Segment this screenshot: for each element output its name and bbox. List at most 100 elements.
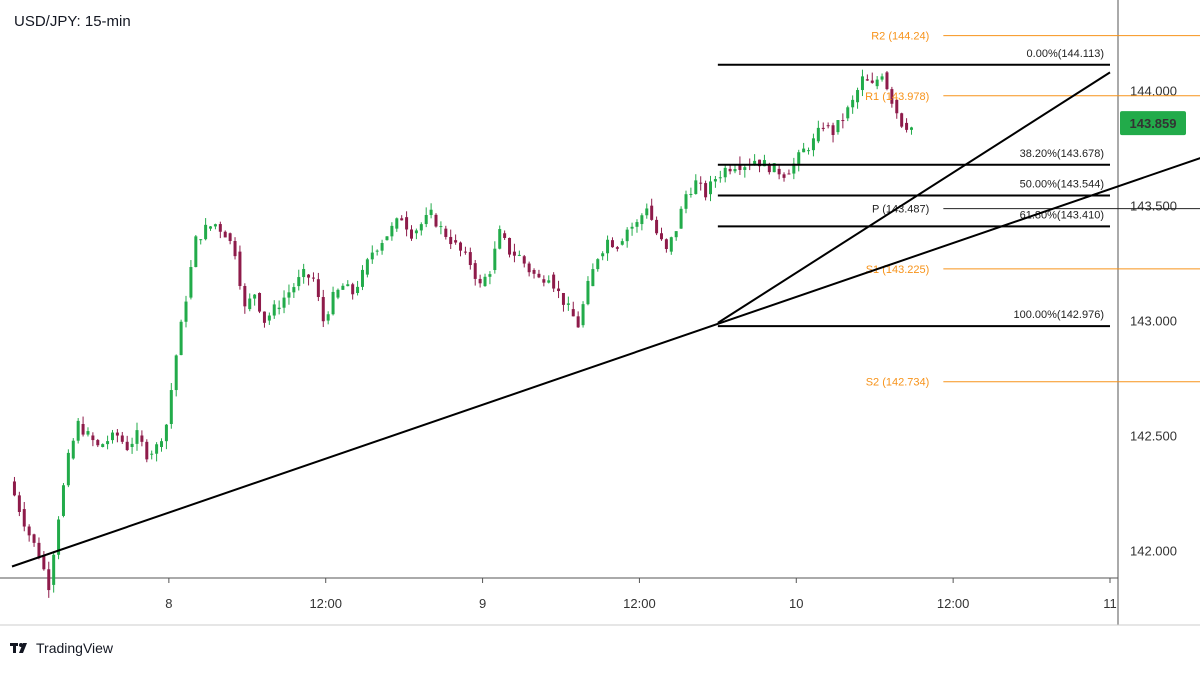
candle-body: [782, 174, 786, 178]
candle-body: [150, 453, 154, 455]
candle-body: [468, 252, 472, 266]
candle-body: [12, 481, 16, 496]
candle-body: [885, 72, 889, 90]
candle-body: [841, 120, 845, 122]
fib-level-label: 38.20%(143.678): [1020, 148, 1104, 160]
candle-body: [346, 284, 350, 287]
candle-body: [262, 311, 266, 323]
y-tick-label: 142.000: [1130, 543, 1177, 558]
candle-body: [179, 321, 183, 356]
pivot-label: R1 (143.978): [865, 91, 929, 103]
x-tick-label: 11: [1103, 596, 1117, 611]
candle-body: [238, 251, 242, 287]
candle-body: [591, 269, 595, 287]
candle-body: [571, 309, 575, 317]
candle-body: [694, 180, 698, 194]
candle-body: [875, 79, 879, 87]
candle-body: [17, 495, 21, 512]
candle-body: [762, 160, 766, 167]
candle-body: [802, 148, 806, 153]
candle-body: [709, 181, 713, 195]
candle-body: [615, 247, 619, 249]
candle-body: [851, 99, 855, 108]
candle-body: [449, 236, 453, 245]
candle-body: [532, 270, 536, 274]
candle-body: [895, 99, 899, 114]
candle-body: [856, 90, 860, 103]
candle-body: [184, 301, 188, 322]
candle-body: [826, 125, 830, 127]
candle-body: [753, 160, 757, 165]
current-price-label: 143.859: [1130, 116, 1177, 131]
x-tick-label: 10: [789, 596, 803, 611]
candle-body: [557, 288, 561, 292]
candle-body: [370, 252, 374, 260]
candle-body: [831, 125, 835, 135]
candle-body: [297, 277, 301, 287]
x-tick-label: 12:00: [937, 596, 970, 611]
candle-body: [478, 278, 482, 284]
candle-body: [816, 127, 820, 142]
candle-body: [655, 219, 659, 234]
candle-body: [52, 554, 56, 585]
candle-body: [713, 179, 717, 182]
candle-body: [414, 230, 418, 234]
candle-body: [596, 259, 600, 270]
candle-body: [331, 291, 335, 315]
candle-body: [360, 269, 364, 287]
candle-body: [164, 424, 168, 442]
candle-body: [213, 224, 217, 227]
candle-body: [797, 152, 801, 165]
pivot-label: P (143.487): [872, 204, 929, 216]
chart-title: USD/JPY: 15-min: [14, 13, 131, 30]
candle-body: [650, 205, 654, 220]
candle-body: [199, 239, 203, 241]
candle-body: [223, 231, 227, 238]
candle-body: [772, 163, 776, 173]
brand[interactable]: TradingView: [10, 640, 113, 656]
y-tick-label: 143.000: [1130, 314, 1177, 329]
candle-body: [267, 315, 271, 321]
candle-body: [473, 263, 477, 279]
candle-body: [272, 304, 276, 316]
candle-body: [459, 242, 463, 251]
candle-body: [664, 239, 668, 250]
candle-body: [155, 444, 159, 454]
candle-body: [645, 208, 649, 216]
candle-body: [517, 254, 521, 256]
fib-level-label: 50.00%(143.544): [1020, 179, 1104, 191]
x-tick-label: 8: [165, 596, 172, 611]
candle-body: [174, 355, 178, 391]
candle-body: [586, 280, 590, 305]
candle-body: [488, 274, 492, 277]
pivot-label: R2 (144.24): [871, 31, 929, 43]
candle-body: [738, 164, 742, 170]
candle-body: [115, 432, 119, 436]
candle-body: [743, 167, 747, 170]
candle-body: [66, 452, 70, 486]
candle-body: [424, 215, 428, 225]
candle-body: [101, 444, 105, 447]
candle-body: [287, 292, 291, 298]
candle-body: [890, 89, 894, 104]
candle-body: [581, 304, 585, 326]
candle-body: [204, 224, 208, 240]
y-tick-label: 144.000: [1130, 84, 1177, 99]
candle-body: [767, 164, 771, 173]
candle-body: [253, 294, 257, 299]
candle-body: [527, 263, 531, 273]
steep-trendline: [717, 71, 1111, 324]
candle-body: [341, 285, 345, 290]
candle-body: [718, 177, 722, 179]
candle-body: [145, 441, 149, 460]
candle-body: [71, 440, 75, 459]
candle-body: [302, 268, 306, 278]
candle-body: [96, 440, 100, 446]
candle-body: [669, 237, 673, 252]
candle-body: [870, 80, 874, 83]
candle-body: [689, 193, 693, 195]
candle-body: [659, 233, 663, 240]
candle-body: [821, 127, 825, 129]
candle-body: [552, 274, 556, 289]
